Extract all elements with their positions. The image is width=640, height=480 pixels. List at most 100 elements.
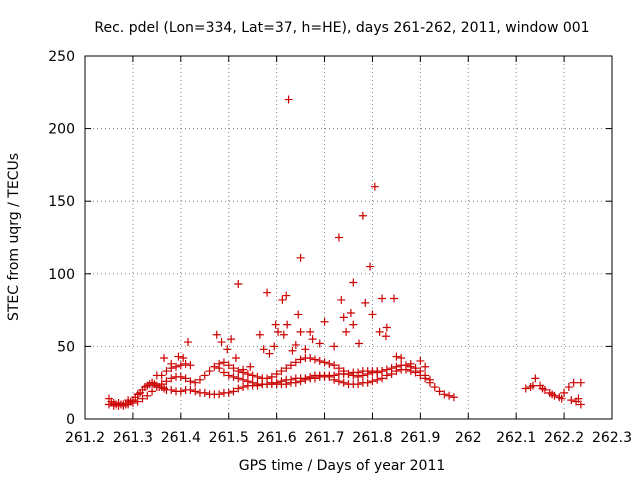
data-point-marker xyxy=(425,375,434,384)
data-point-marker xyxy=(210,362,219,371)
data-point-marker xyxy=(152,383,161,392)
data-point-marker xyxy=(531,374,540,383)
data-point-marker xyxy=(557,394,566,403)
data-point-marker xyxy=(445,391,454,400)
data-point-marker xyxy=(243,377,252,386)
data-point-marker xyxy=(315,339,324,348)
data-point-marker xyxy=(308,335,317,344)
x-tick-label: 262.3 xyxy=(592,430,632,446)
data-point-marker xyxy=(176,372,185,381)
data-point-marker xyxy=(231,354,240,363)
y-tick-label: 0 xyxy=(66,412,75,428)
x-tick-label: 261.8 xyxy=(352,430,392,446)
data-point-marker xyxy=(387,364,396,373)
data-point-marker xyxy=(567,396,576,405)
data-point-marker xyxy=(354,380,363,389)
data-point-marker xyxy=(234,374,243,383)
data-point-marker xyxy=(267,372,276,381)
data-point-marker xyxy=(358,211,367,220)
data-point-marker xyxy=(172,362,181,371)
data-point-marker xyxy=(572,397,581,406)
data-point-marker xyxy=(162,367,171,376)
data-point-marker xyxy=(224,388,233,397)
data-point-marker xyxy=(354,368,363,377)
data-point-marker xyxy=(373,375,382,384)
data-point-marker xyxy=(337,295,346,304)
data-point-marker xyxy=(246,362,255,371)
data-point-marker xyxy=(296,377,305,386)
data-point-marker xyxy=(184,338,193,347)
data-point-marker xyxy=(370,182,379,191)
data-point-marker xyxy=(181,374,190,383)
data-point-marker xyxy=(239,375,248,384)
data-point-marker xyxy=(215,390,224,399)
data-point-marker xyxy=(148,387,157,396)
data-point-marker xyxy=(200,371,209,380)
data-point-marker xyxy=(366,262,375,271)
data-point-marker xyxy=(368,377,377,386)
data-point-marker xyxy=(291,358,300,367)
data-point-marker xyxy=(160,354,169,363)
data-point-marker xyxy=(296,253,305,262)
data-point-marker xyxy=(310,374,319,383)
data-point-marker xyxy=(346,309,355,318)
data-point-marker xyxy=(239,383,248,392)
data-point-marker xyxy=(157,380,166,389)
data-point-marker xyxy=(416,356,425,365)
data-point-marker xyxy=(283,320,292,329)
data-point-marker xyxy=(378,374,387,383)
data-point-marker xyxy=(361,298,370,307)
data-point-marker xyxy=(291,340,300,349)
data-point-marker xyxy=(330,342,339,351)
data-point-marker xyxy=(306,354,315,363)
data-point-marker xyxy=(253,372,262,381)
data-point-marker xyxy=(421,362,430,371)
data-point-marker xyxy=(288,346,297,355)
data-point-marker xyxy=(259,345,268,354)
data-point-marker xyxy=(186,377,195,386)
data-point-marker xyxy=(271,320,280,329)
data-point-marker xyxy=(191,387,200,396)
data-point-marker xyxy=(375,327,384,336)
x-tick-label: 261.5 xyxy=(209,430,249,446)
data-point-marker xyxy=(191,378,200,387)
data-point-marker xyxy=(392,362,401,371)
data-point-marker xyxy=(229,372,238,381)
data-point-marker xyxy=(272,369,281,378)
data-point-marker xyxy=(282,291,291,300)
data-point-marker xyxy=(449,393,458,402)
data-point-marker xyxy=(378,294,387,303)
y-tick-label: 50 xyxy=(57,339,75,355)
data-point-marker xyxy=(128,399,137,408)
x-axis-label: GPS time / Days of year 2011 xyxy=(239,458,446,474)
x-tick-label: 261.3 xyxy=(113,430,153,446)
data-point-marker xyxy=(368,310,377,319)
data-point-marker xyxy=(248,371,257,380)
data-point-marker xyxy=(440,390,449,399)
data-point-marker xyxy=(229,387,238,396)
data-point-marker xyxy=(167,374,176,383)
y-tick-label: 250 xyxy=(48,49,75,65)
data-point-marker xyxy=(560,388,569,397)
data-point-marker xyxy=(282,380,291,389)
chart-title: Rec. pdel (Lon=334, Lat=37, h=HE), days … xyxy=(94,20,589,36)
data-point-marker xyxy=(330,361,339,370)
data-point-marker xyxy=(306,327,315,336)
data-point-marker xyxy=(278,295,287,304)
data-point-marker xyxy=(133,397,142,406)
data-point-marker xyxy=(411,364,420,373)
data-point-marker xyxy=(239,365,248,374)
data-point-marker xyxy=(330,371,339,380)
data-point-marker xyxy=(270,342,279,351)
x-tick-label: 262 xyxy=(455,430,482,446)
data-point-marker xyxy=(219,368,228,377)
data-point-marker xyxy=(167,359,176,368)
x-tick-label: 261.7 xyxy=(304,430,344,446)
data-point-marker xyxy=(255,330,264,339)
data-point-marker xyxy=(334,233,343,242)
grid-layer xyxy=(85,56,612,419)
data-point-marker xyxy=(355,339,364,348)
data-point-marker xyxy=(274,327,283,336)
data-point-marker xyxy=(320,372,329,381)
